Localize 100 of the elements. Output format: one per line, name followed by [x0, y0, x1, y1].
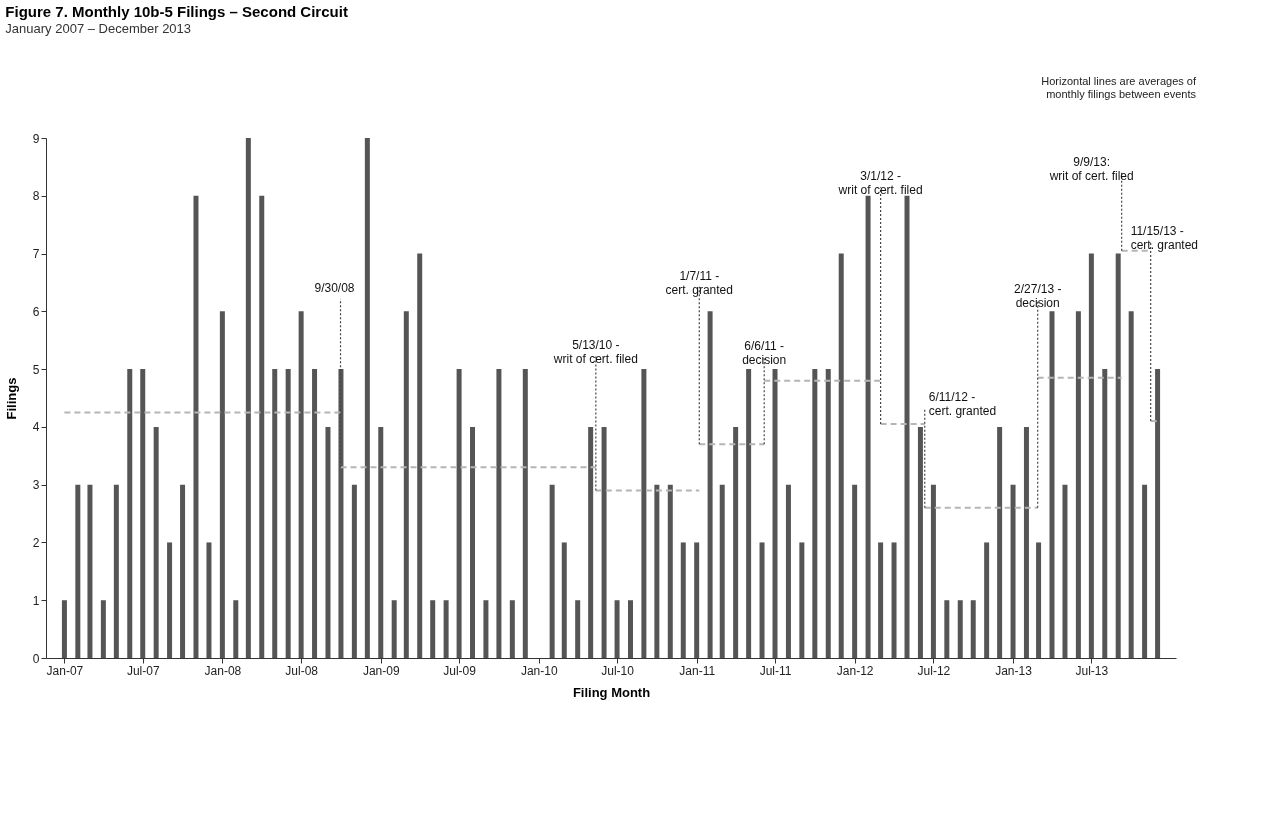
y-tick-label: 8: [32, 189, 40, 204]
bar: [483, 600, 489, 658]
y-tick-label: 4: [32, 420, 40, 435]
bar: [944, 600, 950, 658]
bar: [1075, 311, 1081, 658]
annotation: 6/6/11 - decision: [742, 338, 787, 367]
bar: [694, 542, 700, 658]
bar: [509, 600, 515, 658]
bar: [312, 369, 318, 658]
text: Horizontal lines are averages of monthly filings between events: [1041, 75, 1197, 100]
x-tick-label: Jan-13: [995, 663, 1033, 678]
x-tick-label: Jul-10: [601, 663, 635, 678]
bar: [799, 542, 805, 658]
bar: [325, 426, 331, 658]
bar: [403, 311, 409, 658]
bar: [1062, 484, 1068, 658]
bar: [1155, 369, 1161, 658]
annotation: 5/13/10 - writ of cert. filed: [552, 338, 638, 367]
bar: [75, 484, 81, 658]
bar: [865, 195, 871, 658]
bar: [140, 369, 146, 658]
bar: [378, 426, 384, 658]
x-tick-label: Jul-11: [759, 663, 792, 678]
bar: [1010, 484, 1016, 658]
bar: [364, 138, 370, 658]
bar: [1036, 542, 1042, 658]
bar: [785, 484, 791, 658]
x-axis-title: Filing Month: [572, 684, 651, 700]
chart-subtitle: January 2007 – December 2013: [5, 21, 192, 36]
bar: [654, 484, 660, 658]
bar: [772, 369, 778, 658]
bar: [1128, 311, 1134, 658]
bar: [680, 542, 686, 658]
x-tick-label: Jul-12: [917, 663, 951, 678]
bar: [1102, 369, 1108, 658]
bar: [153, 426, 159, 658]
x-tick-label: Jan-07: [46, 663, 84, 678]
bar: [930, 484, 936, 658]
bar: [561, 542, 567, 658]
annotation: 2/27/13 - decision: [1014, 281, 1062, 310]
bar: [61, 600, 67, 658]
bar: [1115, 253, 1121, 658]
bar: [707, 311, 713, 658]
bar: [1142, 484, 1148, 658]
bar: [852, 484, 858, 658]
annotation: 6/11/12 - cert. granted: [928, 389, 997, 418]
bar: [338, 369, 344, 658]
bar: [259, 195, 265, 658]
bar: [430, 600, 436, 658]
y-tick-label: 9: [32, 131, 40, 146]
bar: [891, 542, 897, 658]
bar: [1023, 426, 1029, 658]
bar: [588, 426, 594, 658]
y-tick-label: 5: [32, 362, 40, 377]
y-tick-label: 6: [32, 304, 40, 319]
bar: [272, 369, 278, 658]
x-tick-label: Jul-08: [285, 663, 319, 678]
annotation: 11/15/13 - cert. granted: [1130, 223, 1199, 252]
bar: [549, 484, 555, 658]
bar: [667, 484, 673, 658]
bar: [245, 138, 251, 658]
x-tick-label: Jan-11: [679, 663, 716, 678]
bar: [443, 600, 449, 658]
bar: [759, 542, 765, 658]
bar: [878, 542, 884, 658]
bar: [285, 369, 291, 658]
x-tick-label: Jan-10: [520, 663, 558, 678]
bar: [614, 600, 620, 658]
y-tick-label: 1: [32, 593, 40, 608]
x-tick-label: Jan-12: [836, 663, 874, 678]
bar: [733, 426, 739, 658]
y-tick-label: 0: [32, 651, 40, 666]
bar: [997, 426, 1003, 658]
bar: [233, 600, 239, 658]
bar: [470, 426, 476, 658]
bar: [206, 542, 212, 658]
bar: [746, 369, 752, 658]
bar: [100, 600, 106, 658]
bar: [1088, 253, 1094, 658]
bar: [838, 253, 844, 658]
bar: [456, 369, 462, 658]
x-tick-label: Jul-13: [1075, 663, 1109, 678]
bar: [904, 195, 910, 658]
annotation: 9/30/08: [314, 280, 355, 295]
bar: [298, 311, 304, 658]
annotation: 1/7/11 - cert. granted: [665, 268, 733, 297]
bar: [812, 369, 818, 658]
bar: [391, 600, 397, 658]
bar: [496, 369, 502, 658]
y-tick-label: 2: [32, 535, 40, 550]
x-tick-label: Jul-07: [126, 663, 160, 678]
y-axis-title: Filings: [3, 377, 19, 420]
bar: [522, 369, 528, 658]
bar: [627, 600, 633, 658]
y-tick-label: 3: [32, 478, 40, 493]
chart-title: Figure 7. Monthly 10b-5 Filings – Second Circuit: [5, 3, 348, 20]
bar: [219, 311, 225, 658]
bar: [575, 600, 581, 658]
annotation: 3/1/12 - writ of cert. filed: [837, 169, 923, 198]
bar: [180, 484, 186, 658]
